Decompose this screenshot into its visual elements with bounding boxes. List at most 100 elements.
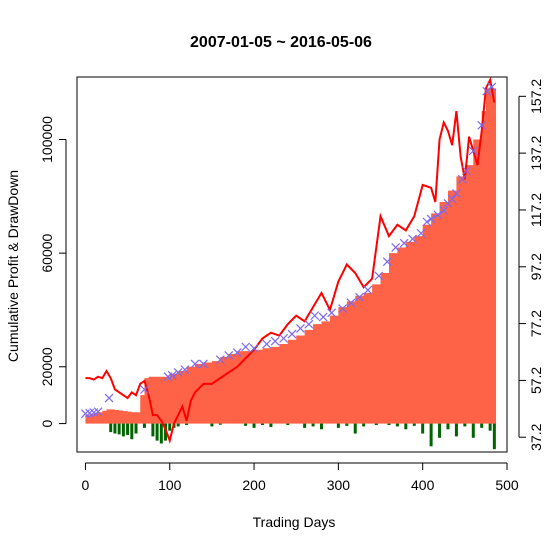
drawdown-bar [113, 423, 117, 434]
drawdown-bar [412, 423, 416, 426]
y-right-tick-label: 57.2 [528, 367, 544, 394]
drawdown-bar [260, 423, 264, 426]
new-high-marker [457, 174, 467, 184]
drawdown-bar [155, 423, 159, 441]
new-high-marker [270, 336, 280, 346]
x-axis-title: Trading Days [253, 514, 336, 530]
drawdown-bar [176, 423, 180, 427]
drawdown-bar [438, 423, 442, 438]
y-right-tick-label: 37.2 [528, 423, 544, 450]
new-high-marker [391, 243, 401, 252]
x-tick-label: 100 [158, 477, 182, 493]
drawdown-bar [471, 423, 475, 438]
drawdown-bar [353, 423, 357, 434]
new-high-marker [338, 304, 348, 313]
drawdown-bar [218, 423, 222, 425]
new-high-marker [327, 308, 337, 318]
new-high-marker [296, 323, 305, 333]
new-high-marker [224, 350, 234, 360]
y-right-tick-label: 117.2 [528, 193, 544, 227]
new-high-marker [363, 285, 373, 295]
y-left-tick-label: 0 [39, 419, 55, 427]
drawdown-bar [269, 423, 273, 427]
new-high-marker [104, 393, 114, 403]
drawdown-bar [185, 423, 189, 426]
new-high-marker [180, 365, 190, 375]
drawdown-bar [311, 423, 315, 427]
new-high-marker [416, 228, 426, 238]
x-tick-label: 200 [242, 477, 266, 493]
y-right-tick-label: 157.2 [528, 79, 544, 114]
new-high-marker [487, 82, 497, 92]
drawdown-bar [286, 423, 290, 426]
y-left-tick-label: 20000 [39, 347, 55, 386]
new-high-marker [287, 329, 297, 339]
new-high-marker [190, 359, 200, 369]
drawdown-bar [168, 423, 172, 431]
new-high-marker [468, 146, 478, 156]
drawdown-bar [117, 423, 121, 435]
new-high-marker [140, 385, 149, 394]
drawdown-bar [488, 423, 492, 431]
new-high-marker [462, 166, 471, 176]
profit-area [85, 88, 497, 424]
new-high-markers-layer [81, 82, 497, 419]
new-high-marker [232, 348, 242, 357]
new-high-marker [382, 257, 392, 267]
drawdown-bar [429, 423, 433, 447]
axes-layer: 0 100 200 300 400 500 0 20000 60000 100000 37.2 57.… [39, 79, 544, 493]
chart-title: 2007-01-05 ~ 2016-05-06 [190, 34, 372, 51]
new-high-marker [173, 368, 183, 377]
y-right-tick-label: 97.2 [528, 253, 544, 280]
drawdown-bar [395, 423, 399, 427]
new-high-marker [167, 370, 177, 380]
new-high-marker [215, 355, 225, 365]
new-high-marker [477, 120, 487, 130]
drawdown-bar [244, 423, 248, 426]
new-high-marker [318, 312, 328, 322]
y-right-tick-label: 77.2 [528, 310, 544, 337]
drawdown-bar [252, 423, 256, 428]
drawdown-bar [387, 423, 391, 426]
new-high-marker [93, 407, 103, 417]
new-high-marker [346, 298, 356, 308]
drawdown-bar [345, 423, 349, 426]
drawdown-bar [454, 423, 458, 437]
new-high-marker [249, 343, 259, 353]
new-high-marker [408, 234, 417, 244]
new-high-marker [310, 311, 320, 321]
y-left-tick-label: 100000 [39, 116, 55, 163]
drawdown-bar [121, 423, 125, 437]
x-tick-label: 0 [82, 477, 90, 493]
price-line [85, 76, 496, 445]
y-left-tick-label: 60000 [39, 233, 55, 272]
price-line-layer [85, 76, 496, 445]
drawdown-bar [320, 423, 324, 430]
drawdown-bar [480, 423, 484, 428]
drawdown-bar [404, 423, 408, 430]
drawdown-bar [362, 423, 366, 427]
drawdown-bars-layer [109, 423, 496, 450]
y-axis-title: Cumulative Profit & DrawDown [5, 170, 21, 362]
drawdown-bar [134, 423, 138, 434]
new-high-marker [262, 339, 272, 349]
drawdown-bar [109, 423, 113, 433]
drawdown-bar [492, 423, 496, 450]
new-high-marker [426, 214, 436, 224]
new-high-marker [399, 238, 409, 248]
y-right-tick-label: 137.2 [528, 135, 544, 170]
drawdown-bar [336, 423, 340, 428]
plot-frame [76, 76, 508, 453]
new-high-marker [304, 319, 314, 329]
new-high-marker [447, 194, 457, 204]
drawdown-bar [151, 423, 155, 437]
drawdown-bar [374, 423, 378, 426]
new-high-marker [451, 189, 461, 198]
x-tick-label: 300 [327, 477, 351, 493]
drawdown-bar [446, 423, 450, 430]
new-high-marker [199, 359, 208, 369]
x-tick-label: 500 [495, 477, 519, 493]
drawdown-bar [463, 423, 467, 427]
new-high-marker [241, 342, 251, 352]
